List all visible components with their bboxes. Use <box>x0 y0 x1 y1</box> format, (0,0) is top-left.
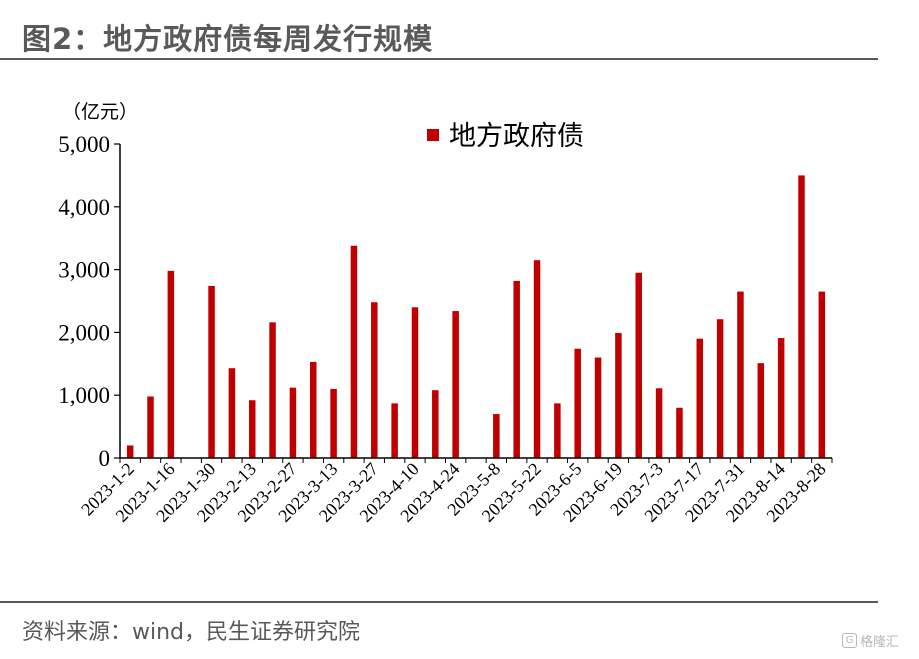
bar <box>269 322 276 458</box>
bar-chart: （亿元） 地方政府债 0 1,000 2,000 3,000 4,000 5,000 20… <box>58 101 833 526</box>
source-rule <box>0 601 878 603</box>
y-tick-label: 2,000 <box>58 320 110 345</box>
bar <box>798 175 805 458</box>
bar <box>126 445 134 458</box>
bar <box>147 396 154 458</box>
bar <box>594 357 602 458</box>
bar <box>574 348 581 458</box>
y-tick-label: 4,000 <box>58 195 110 220</box>
bar <box>777 338 785 458</box>
bars <box>126 175 826 458</box>
x-axis-ticks: 2023-1-22023-1-162023-1-302023-2-132023-… <box>77 458 833 526</box>
bar <box>696 338 704 458</box>
bar <box>167 270 175 458</box>
y-tick-label: 3,000 <box>58 258 110 283</box>
legend-label: 地方政府债 <box>449 121 584 152</box>
bar <box>452 311 459 458</box>
bar <box>330 388 337 458</box>
bar <box>310 361 317 458</box>
bar <box>289 387 297 458</box>
watermark: G 格隆汇 <box>842 631 899 650</box>
legend: 地方政府债 <box>427 121 584 152</box>
bar <box>533 260 541 458</box>
bar <box>248 400 256 458</box>
figure-title: 图2：地方政府债每周发行规模 <box>22 22 434 56</box>
bar <box>432 390 439 458</box>
bar <box>655 388 663 458</box>
y-tick-label: 0 <box>99 446 111 471</box>
source-note: 资料来源：wind，民生证券研究院 <box>22 620 361 645</box>
bar <box>716 319 724 458</box>
y-tick-label: 5,000 <box>58 132 110 157</box>
bar <box>635 272 642 458</box>
y-axis-ticks: 0 1,000 2,000 3,000 4,000 5,000 <box>58 132 120 471</box>
y-unit-label: （亿元） <box>62 101 138 123</box>
bar <box>513 280 520 458</box>
bar <box>818 291 826 458</box>
bar <box>676 407 683 458</box>
bar <box>737 291 744 458</box>
bar <box>350 245 358 458</box>
y-tick-label: 1,000 <box>58 383 110 408</box>
watermark-logo-icon: G <box>842 633 857 648</box>
bar <box>228 368 236 458</box>
bar <box>208 285 215 458</box>
legend-swatch <box>427 129 439 141</box>
bar <box>371 302 378 458</box>
bar <box>391 403 398 458</box>
bar <box>411 307 419 458</box>
title-rule <box>0 58 878 60</box>
bar <box>493 414 500 458</box>
bar <box>615 333 622 458</box>
bar <box>554 403 561 458</box>
bar <box>757 363 765 458</box>
watermark-text: 格隆汇 <box>860 635 900 650</box>
